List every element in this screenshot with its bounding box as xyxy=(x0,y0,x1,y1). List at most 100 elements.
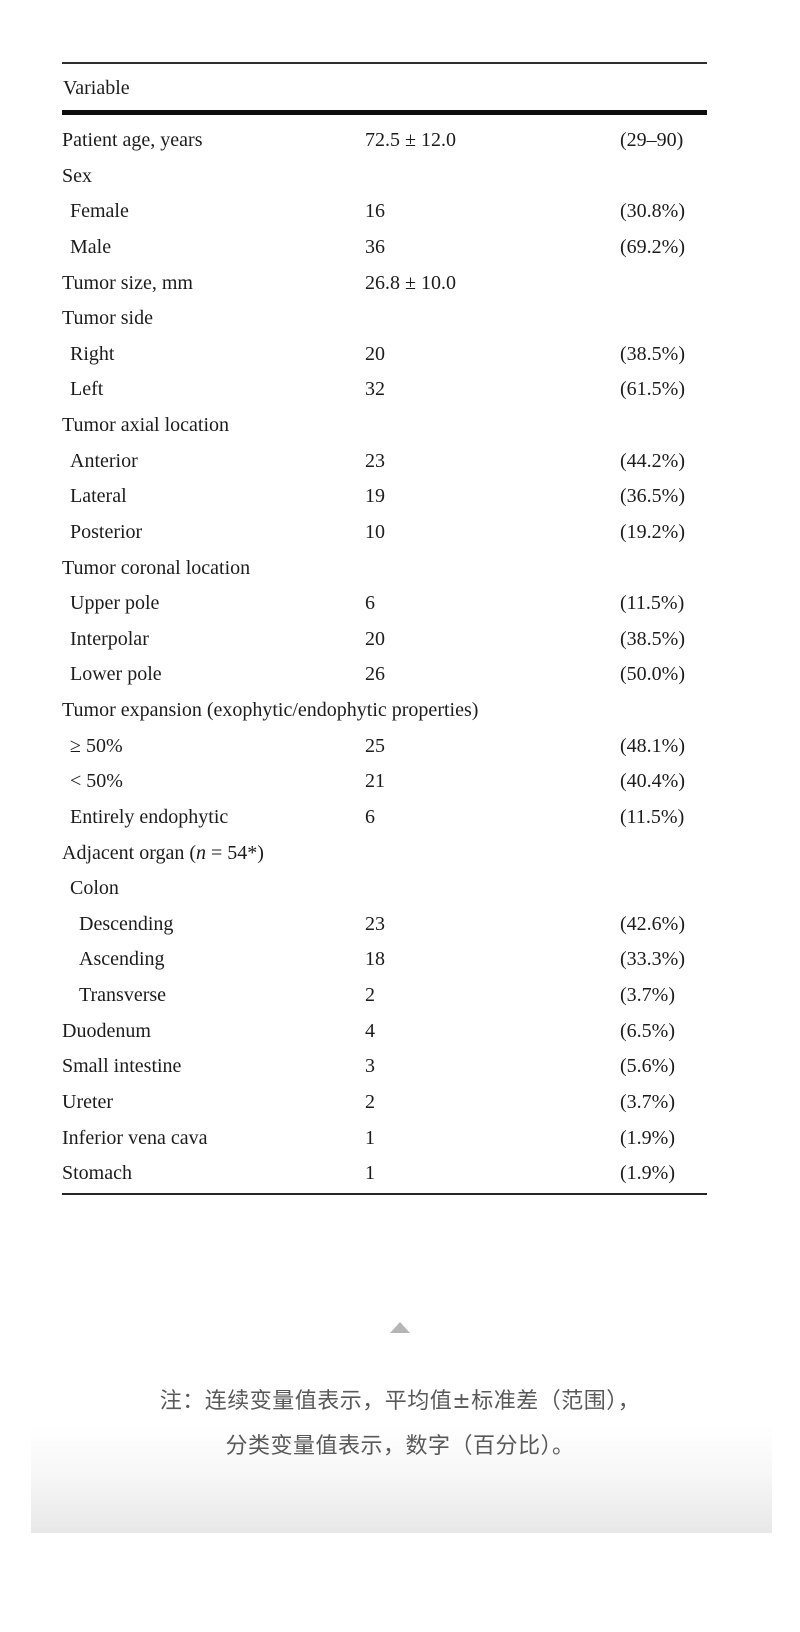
table-row: Adjacent organ (n = 54*) xyxy=(62,836,707,872)
row-label: Posterior xyxy=(70,520,143,543)
row-label: Ascending xyxy=(79,948,165,971)
table-row: < 50% 21 (40.4%) xyxy=(62,764,707,800)
row-label: < 50% xyxy=(70,770,123,793)
row-value: 6 xyxy=(365,805,375,828)
row-label: Upper pole xyxy=(70,592,160,615)
row-percent: (61.5%) xyxy=(620,378,685,401)
row-percent: (36.5%) xyxy=(620,485,685,508)
row-label: Female xyxy=(70,200,129,223)
table-row: Tumor expansion (exophytic/endophytic pr… xyxy=(62,693,707,729)
table-row: Left 32 (61.5%) xyxy=(62,372,707,408)
row-percent: (38.5%) xyxy=(620,342,685,365)
row-percent: (69.2%) xyxy=(620,235,685,258)
row-label: Tumor expansion (exophytic/endophytic pr… xyxy=(62,699,479,721)
row-percent: (6.5%) xyxy=(620,1019,675,1042)
row-value: 2 xyxy=(365,984,375,1006)
row-percent: (40.4%) xyxy=(620,770,685,793)
row-value: 20 xyxy=(365,627,385,650)
row-value: 18 xyxy=(365,948,385,971)
row-label: Adjacent organ (n = 54*) xyxy=(62,841,264,864)
table-row: Descending 23 (42.6%) xyxy=(62,907,707,943)
note-line-2: 分类变量值表示，数字（百分比）。 xyxy=(225,1434,575,1459)
table-bottom-rule xyxy=(62,1193,707,1195)
row-value: 10 xyxy=(365,520,385,543)
row-percent: (1.9%) xyxy=(620,1162,675,1185)
table-row: Stomach 1 (1.9%) xyxy=(62,1156,707,1192)
row-label: Stomach xyxy=(62,1162,132,1185)
row-percent: (11.5%) xyxy=(620,592,685,615)
table-row: Duodenum 4 (6.5%) xyxy=(62,1014,707,1050)
table-row: Tumor axial location xyxy=(62,408,707,444)
row-value: 16 xyxy=(365,200,385,223)
row-percent: (44.2%) xyxy=(620,449,685,472)
row-value: 72.5 ± 12.0 xyxy=(365,129,456,151)
row-label: Lateral xyxy=(70,485,127,508)
table-row: Female 16 (30.8%) xyxy=(62,194,707,230)
table-row: Tumor side xyxy=(62,301,707,337)
table-row: Colon xyxy=(62,871,707,907)
row-label: Tumor coronal location xyxy=(62,556,251,579)
row-label: Right xyxy=(70,342,115,365)
row-percent: (33.3%) xyxy=(620,948,685,971)
row-label: Sex xyxy=(62,164,92,187)
row-value: 1 xyxy=(365,1162,375,1185)
row-label: Transverse xyxy=(79,984,167,1006)
table-row: Ureter 2 (3.7%) xyxy=(62,1085,707,1121)
row-label: Small intestine xyxy=(62,1055,182,1078)
row-value: 6 xyxy=(365,592,375,615)
table-row: Tumor size, mm 26.8 ± 10.0 xyxy=(62,266,707,302)
table-row: Inferior vena cava 1 (1.9%) xyxy=(62,1121,707,1157)
row-value: 21 xyxy=(365,770,385,793)
table-header: Variable xyxy=(63,77,130,99)
table-row: Transverse 2 (3.7%) xyxy=(62,978,707,1014)
row-value: 1 xyxy=(365,1126,375,1149)
table-row: Posterior 10 (19.2%) xyxy=(62,515,707,551)
table-row: Anterior 23 (44.2%) xyxy=(62,444,707,480)
note-line-1: 注：连续变量值表示，平均值±标准差（范围）， xyxy=(159,1389,641,1414)
row-percent: (3.7%) xyxy=(620,984,675,1006)
row-value: 20 xyxy=(365,342,385,365)
table-row: ≥ 50% 25 (48.1%) xyxy=(62,729,707,765)
page-turn-shadow xyxy=(31,1425,772,1533)
row-value: 23 xyxy=(365,912,385,935)
table-body: Patient age, years 72.5 ± 12.0 (29–90) Sex F… xyxy=(62,123,707,1192)
row-percent: (3.7%) xyxy=(620,1090,675,1113)
row-label: Colon xyxy=(70,877,119,900)
row-value: 26.8 ± 10.0 xyxy=(365,271,456,294)
table-top-rule xyxy=(62,62,707,64)
row-label: ≥ 50% xyxy=(70,734,123,757)
table-row: Right 20 (38.5%) xyxy=(62,337,707,373)
table-row: Small intestine 3 (5.6%) xyxy=(62,1049,707,1085)
table-row: Interpolar 20 (38.5%) xyxy=(62,622,707,658)
table-row: Entirely endophytic 6 (11.5%) xyxy=(62,800,707,836)
table-row: Lateral 19 (36.5%) xyxy=(62,479,707,515)
row-label: Left xyxy=(70,378,104,401)
row-value: 32 xyxy=(365,378,385,401)
row-label: Interpolar xyxy=(70,627,149,650)
row-percent: (11.5%) xyxy=(620,805,685,828)
row-percent: (50.0%) xyxy=(620,663,685,686)
table-note: 注：连续变量值表示，平均值±标准差（范围）， 分类变量值表示，数字（百分比）。 xyxy=(0,1379,800,1469)
table-row: Lower pole 26 (50.0%) xyxy=(62,657,707,693)
row-percent: (38.5%) xyxy=(620,627,685,650)
row-value: 2 xyxy=(365,1090,375,1113)
table-row: Male 36 (69.2%) xyxy=(62,230,707,266)
row-label: Lower pole xyxy=(70,663,162,686)
collapse-up-triangle-icon[interactable] xyxy=(390,1322,410,1333)
table-header-divider xyxy=(62,110,707,115)
row-value: 23 xyxy=(365,449,385,472)
row-label: Anterior xyxy=(70,449,138,472)
row-label: Descending xyxy=(79,912,174,935)
row-percent: (5.6%) xyxy=(620,1055,675,1078)
row-value: 19 xyxy=(365,485,385,508)
table-row: Upper pole 6 (11.5%) xyxy=(62,586,707,622)
row-value: 4 xyxy=(365,1019,375,1042)
row-percent: (19.2%) xyxy=(620,520,685,543)
row-value: 26 xyxy=(365,663,385,686)
row-label: Entirely endophytic xyxy=(70,805,229,828)
row-label: Tumor size, mm xyxy=(62,271,193,294)
table-row: Ascending 18 (33.3%) xyxy=(62,942,707,978)
row-percent: (29–90) xyxy=(620,129,684,151)
table-row: Tumor coronal location xyxy=(62,551,707,587)
